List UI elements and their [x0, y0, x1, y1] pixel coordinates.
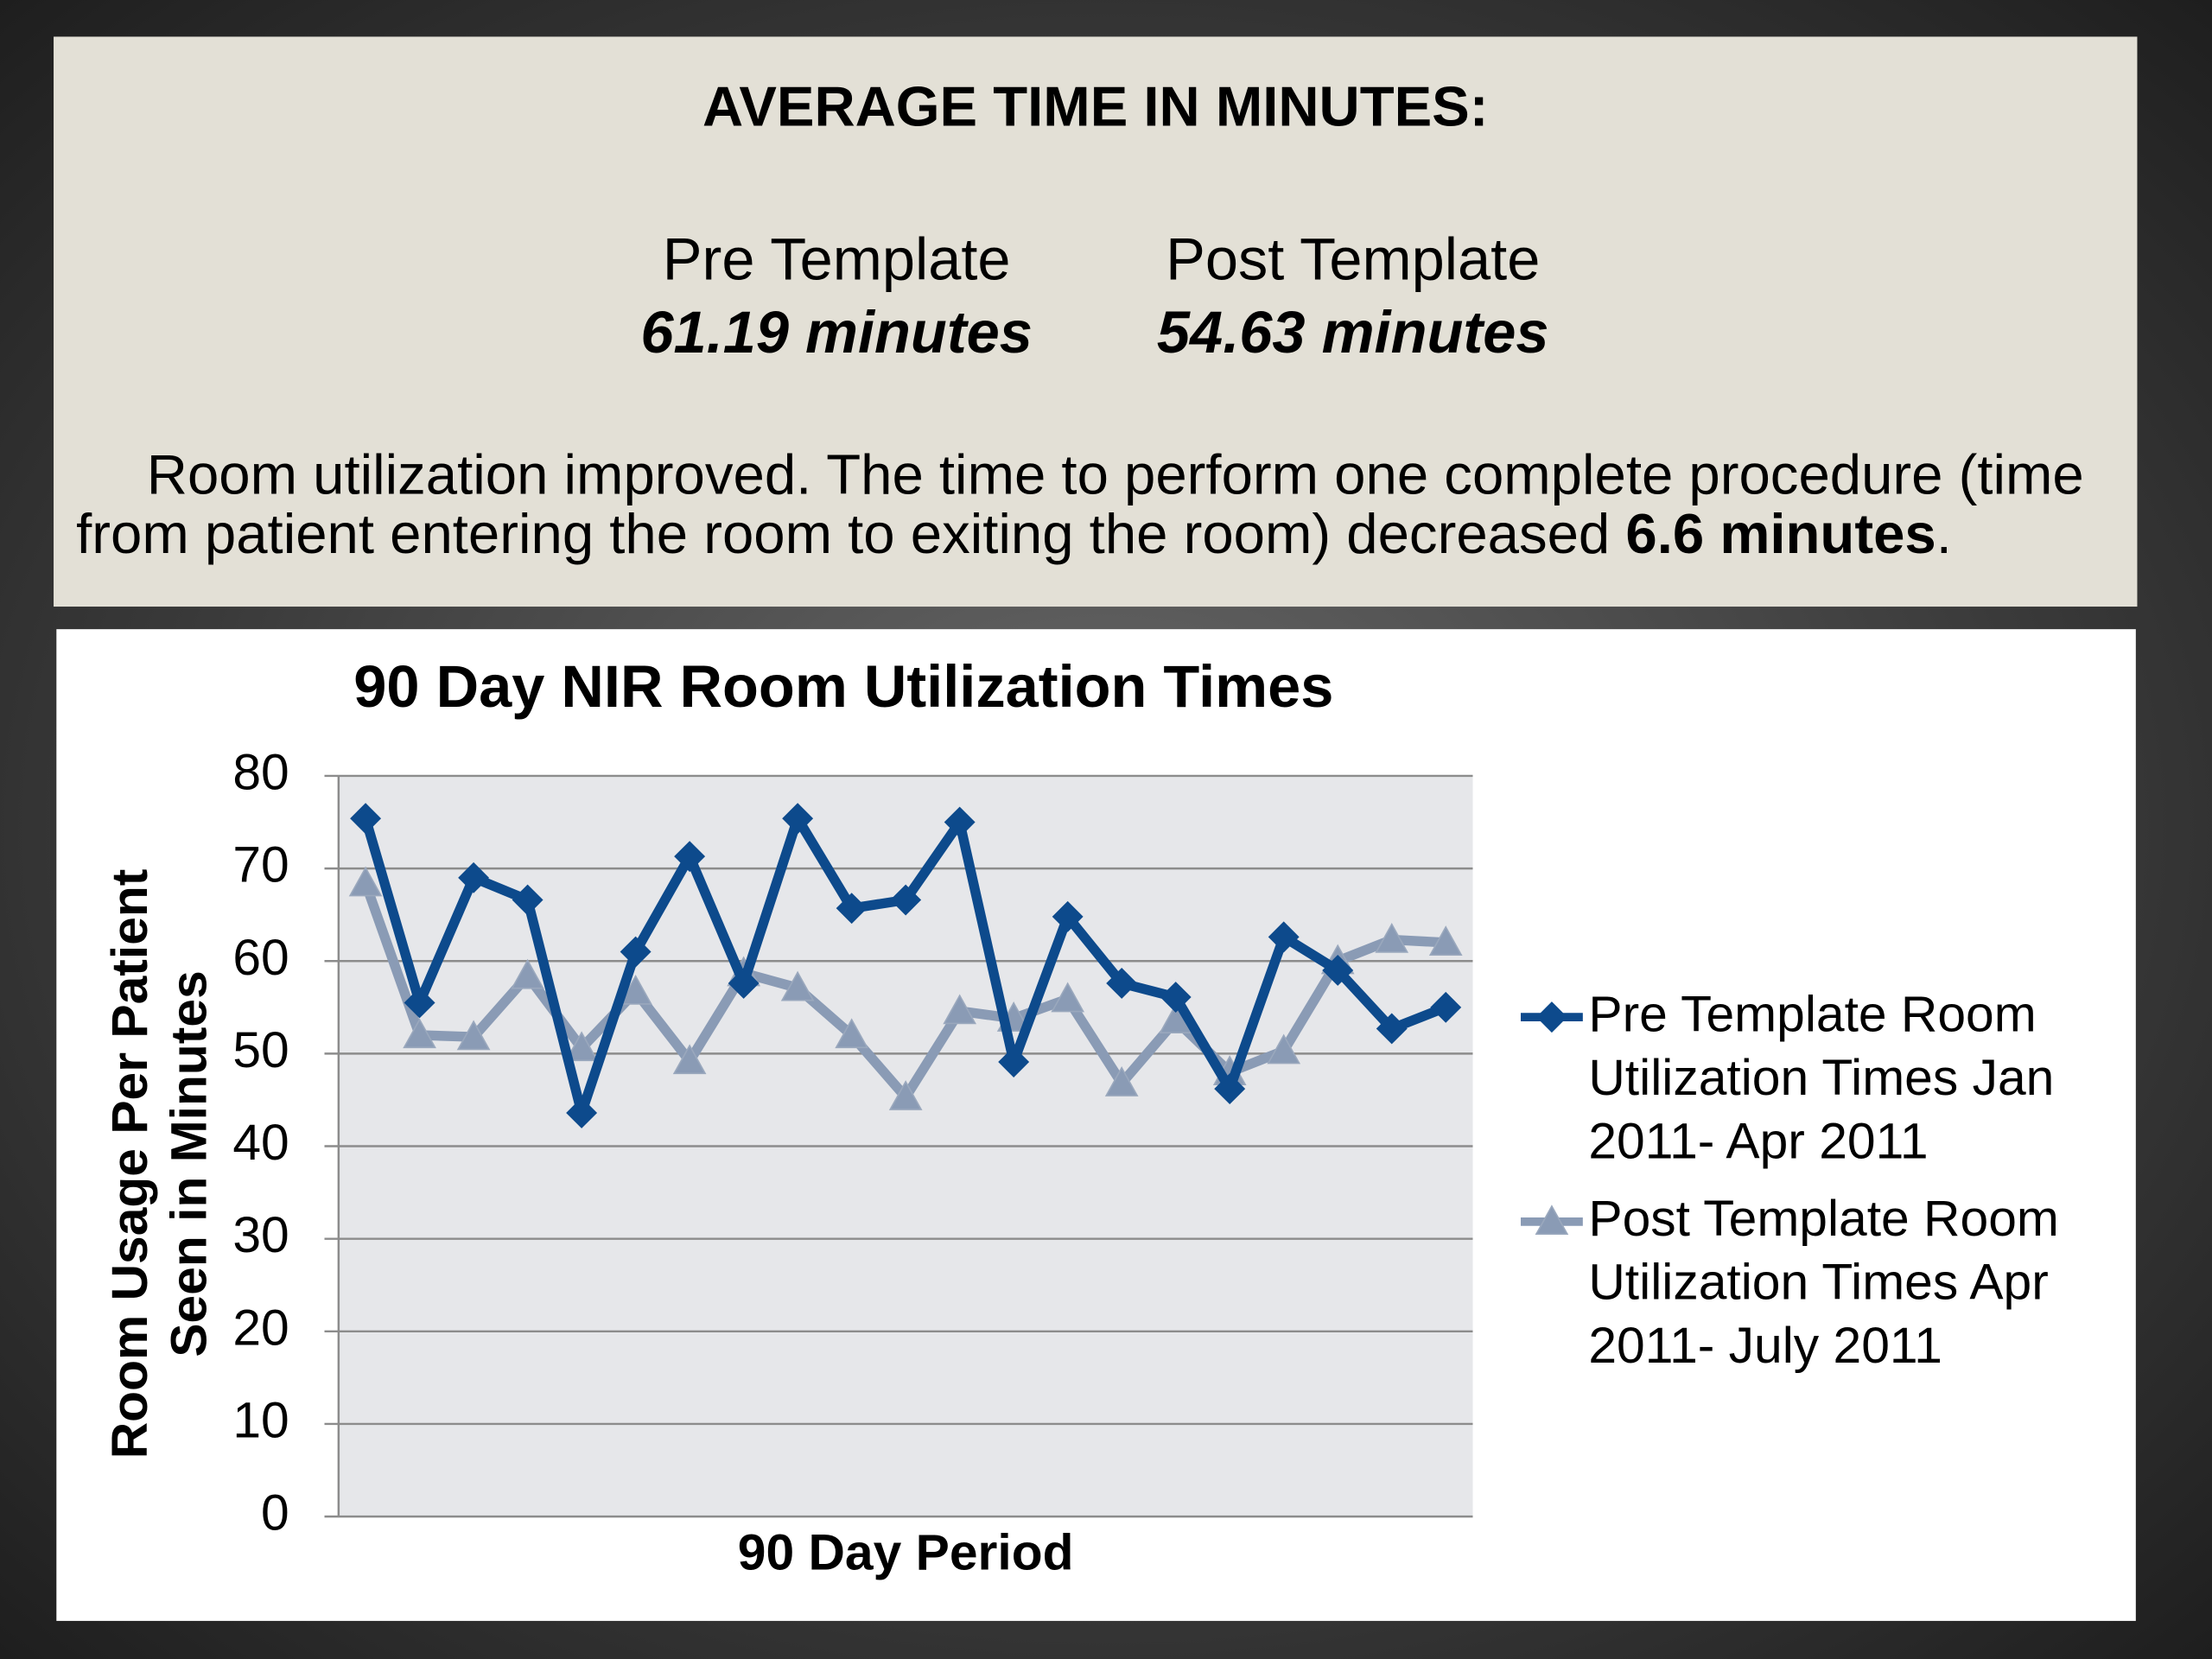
- marker: [835, 1018, 869, 1049]
- legend-swatch: [1520, 1001, 1583, 1033]
- marker: [836, 893, 868, 925]
- legend-label: Pre Template Room Utilization Times Jan …: [1588, 984, 2055, 1170]
- marker: [888, 1080, 923, 1110]
- marker: [1375, 922, 1409, 953]
- chart-title: 90 Day NIR Room Utilization Times: [353, 653, 1333, 720]
- marker: [943, 994, 977, 1025]
- y-tick-label: 30: [232, 1207, 289, 1263]
- marker: [620, 936, 652, 968]
- y-axis-label: Room Usage Per Patient Seen in Minutes: [99, 868, 218, 1459]
- legend: Pre Template Room Utilization Times Jan …: [1518, 982, 2139, 1390]
- pre-value: 61.19 minutes: [640, 299, 1033, 365]
- marker: [512, 884, 543, 916]
- marker: [1160, 982, 1192, 1013]
- emphasis: 6.6 minutes: [1625, 503, 1936, 566]
- marker: [1322, 954, 1354, 986]
- x-axis-label: 90 Day Period: [738, 1524, 1074, 1580]
- summary-title: AVERAGE TIME IN MINUTES:: [702, 76, 1489, 138]
- pre-column: Pre Template 61.19 minutes: [618, 223, 1055, 370]
- marker: [511, 958, 544, 989]
- marker: [350, 803, 382, 835]
- y-tick-label: 70: [232, 837, 289, 893]
- marker: [1268, 921, 1300, 953]
- pre-label: Pre Template: [662, 226, 1011, 292]
- marker: [1106, 967, 1138, 999]
- marker: [1535, 1001, 1567, 1033]
- y-tick-label: 10: [232, 1392, 289, 1448]
- marker: [998, 1046, 1030, 1077]
- y-tick-label: 20: [232, 1300, 289, 1356]
- marker: [1428, 925, 1463, 956]
- y-tick-label: 0: [261, 1485, 289, 1541]
- marker: [404, 987, 435, 1019]
- post-label: Post Template: [1166, 226, 1541, 292]
- marker: [1535, 1205, 1569, 1236]
- marker: [456, 1020, 491, 1051]
- marker: [1052, 900, 1084, 932]
- summary-box: AVERAGE TIME IN MINUTES: Pre Template 61…: [54, 36, 2138, 607]
- marker: [1214, 1073, 1246, 1105]
- marker: [458, 861, 490, 893]
- post-column: Post Template 54.63 minutes: [1135, 223, 1572, 370]
- marker: [1104, 1066, 1139, 1096]
- marker: [1430, 991, 1462, 1023]
- y-tick-label: 80: [232, 744, 289, 800]
- legend-swatch: [1520, 1205, 1583, 1236]
- marker: [1051, 982, 1085, 1013]
- marker: [566, 1096, 598, 1128]
- marker: [780, 970, 815, 1001]
- marker: [403, 1018, 436, 1049]
- y-tick-label: 60: [232, 930, 289, 986]
- marker: [672, 1044, 707, 1075]
- y-tick-label: 50: [232, 1022, 289, 1078]
- legend-label: Post Template Room Utilization Times Apr…: [1588, 1189, 2059, 1375]
- marker: [348, 866, 383, 897]
- marker: [890, 884, 922, 916]
- summary-paragraph: Room utilization improved. The time to p…: [76, 446, 2112, 564]
- marker: [944, 806, 976, 838]
- marker: [1376, 1013, 1408, 1045]
- marker: [728, 967, 760, 999]
- marker: [564, 1031, 599, 1062]
- y-tick-label: 40: [232, 1115, 289, 1171]
- legend-item: Post Template Room Utilization Times Apr…: [1518, 1186, 2139, 1376]
- marker: [1267, 1033, 1301, 1065]
- legend-item: Pre Template Room Utilization Times Jan …: [1518, 982, 2139, 1172]
- marker: [782, 803, 814, 835]
- post-value: 54.63 minutes: [1156, 299, 1549, 365]
- text: Room utilization improved. The time to p…: [76, 444, 2084, 566]
- text: .: [1936, 503, 1952, 566]
